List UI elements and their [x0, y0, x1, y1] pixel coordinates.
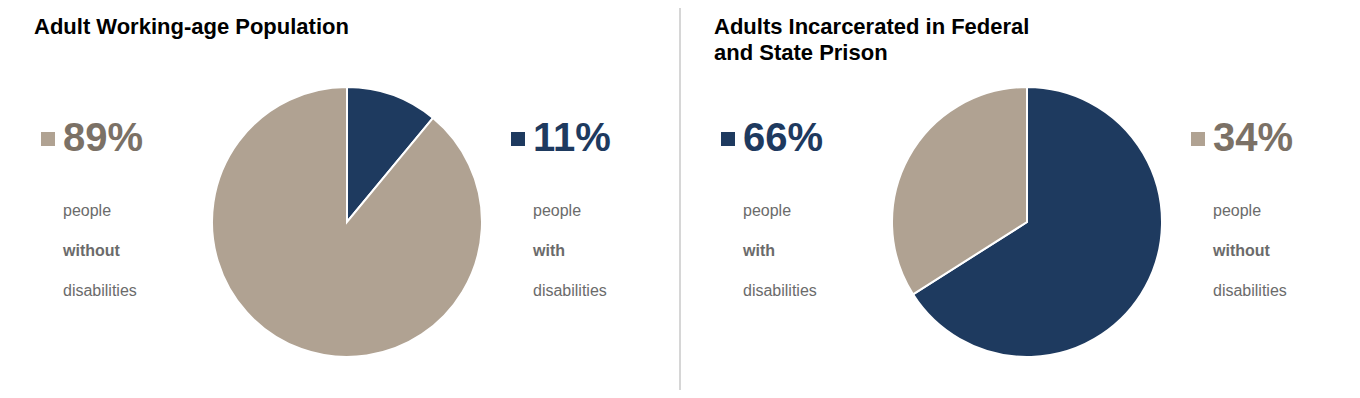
swatch [41, 132, 55, 146]
pie [892, 87, 1162, 357]
category-label: people [1213, 202, 1261, 219]
title-line: and State Prison [714, 40, 888, 65]
category-label: people [743, 202, 791, 219]
chart: Adults Incarcerated in Federaland State … [714, 14, 1293, 357]
slice [892, 87, 1027, 294]
category-label: disabilities [63, 282, 137, 299]
category-label: disabilities [1213, 282, 1287, 299]
slice-label: 11% people with disabilities [511, 115, 611, 300]
category-label: with [742, 242, 775, 259]
swatch [721, 132, 735, 146]
swatch [511, 132, 525, 146]
pie [212, 87, 482, 357]
data-label: 11% [533, 115, 611, 159]
title: Adults Incarcerated in Federaland State … [714, 14, 1029, 65]
category-label: people [63, 202, 111, 219]
category-label: without [1212, 242, 1271, 259]
title-line: Adults Incarcerated in Federal [714, 14, 1029, 39]
category-label: with [532, 242, 565, 259]
figure: Adult Working-age Population 89% people wit… [0, 0, 1360, 398]
category-label: disabilities [743, 282, 817, 299]
chart: Adult Working-age Population 89% people wit… [34, 14, 611, 357]
category-label: disabilities [533, 282, 607, 299]
slice-label: 34% people without disabilities [1191, 115, 1293, 300]
divider [679, 8, 681, 390]
data-label: 66% [743, 115, 823, 159]
title-line: Adult Working-age Population [34, 14, 349, 39]
title: Adult Working-age Population [34, 14, 349, 39]
slice-label: 66% people with disabilities [721, 115, 823, 300]
category-label: people [533, 202, 581, 219]
data-label: 89% [63, 115, 143, 159]
slice [212, 87, 482, 357]
category-label: without [62, 242, 121, 259]
data-label: 34% [1213, 115, 1293, 159]
slice-label: 89% people without disabilities [41, 115, 143, 300]
swatch [1191, 132, 1205, 146]
